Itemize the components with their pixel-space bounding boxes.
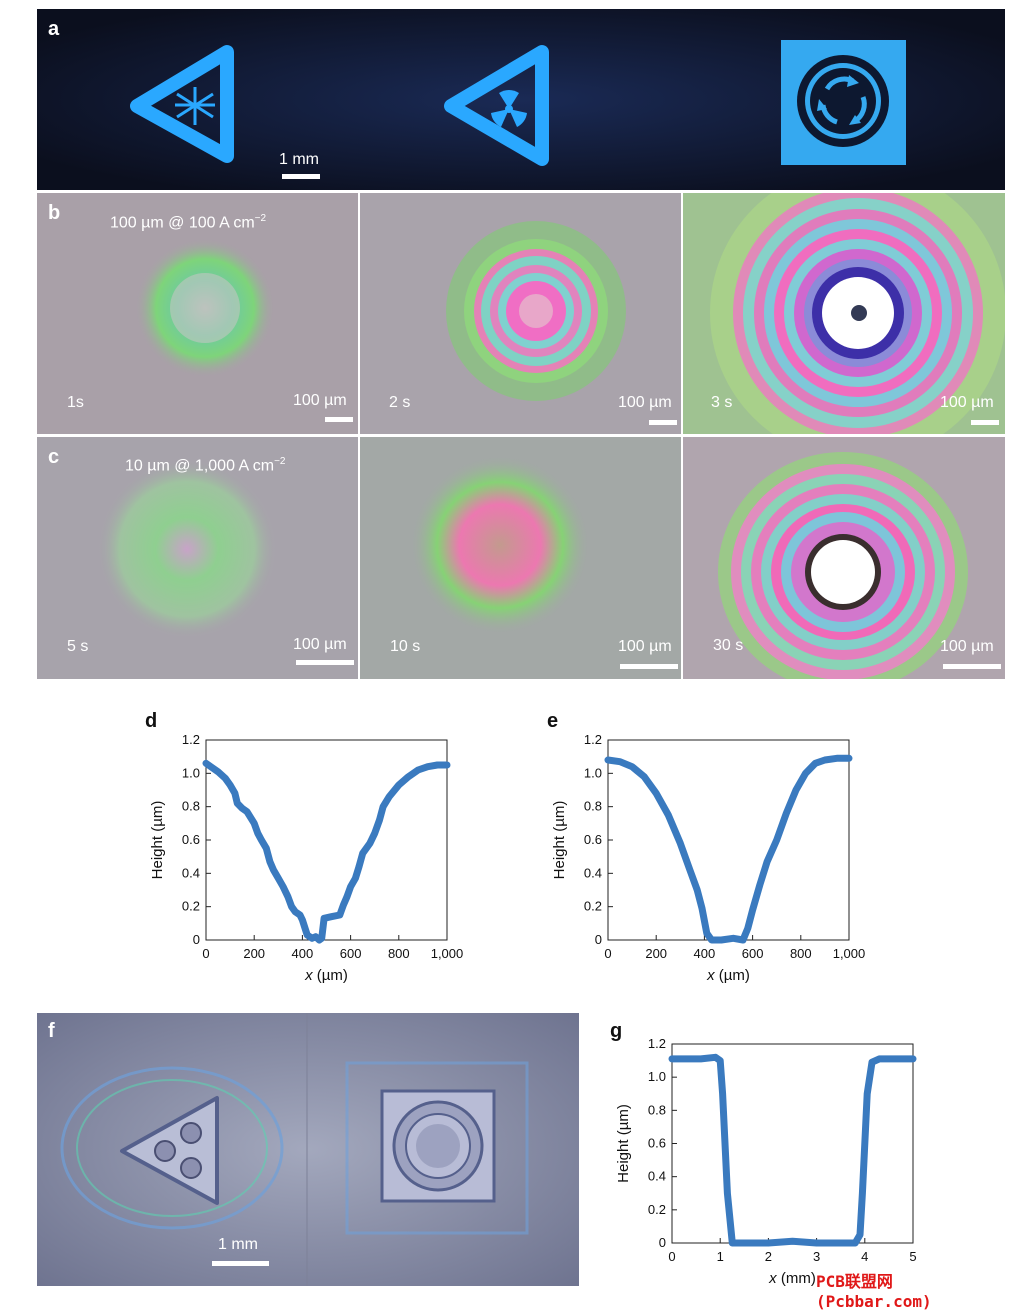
panel-g-letter: g [610,1020,623,1042]
x-tick-label: 1,000 [833,946,866,961]
panel-b-photo-1 [37,193,358,434]
x-tick-label: 1,000 [431,946,464,961]
panel-c-scale-bar-1 [296,660,354,665]
panel-b-photo-3 [683,193,1005,434]
x-tick-label: 0 [668,1249,675,1264]
panel-f-scale-label: 1 mm [218,1236,258,1253]
panel-c-photo-1 [37,437,358,679]
y-tick-label: 1.0 [648,1069,666,1084]
panel-c-scale-label-1: 100 µm [293,636,347,653]
panel-b-time-2: 2 s [389,394,411,411]
x-tick-label: 3 [813,1249,820,1264]
panel-c-condition: 10 µm @ 1,000 A cm−2 [125,456,286,475]
panel-b-letter: b [48,202,61,224]
watermark: PCB联盟网 (Pcbbar.com) [816,1272,932,1311]
y-tick-label: 0 [595,932,602,947]
y-axis-label: Height (µm) [615,1104,632,1183]
y-tick-label: 0.6 [182,832,200,847]
panel-b-scale-bar-1 [325,417,353,422]
x-axis-label: x (µm) [304,967,348,984]
y-tick-label: 0.2 [648,1202,666,1217]
x-axis-label: x (µm) [706,967,750,984]
panel-b-scale-label-1: 100 µm [293,392,347,409]
panel-c-photo-3 [683,437,1005,679]
y-tick-label: 0 [659,1235,666,1250]
x-axis-label: x (mm) [768,1270,816,1287]
panel-a-scale-label: 1 mm [279,151,319,168]
data-series-line [668,1053,917,1247]
data-series-line [604,754,853,944]
y-tick-label: 0.6 [584,832,602,847]
x-tick-label: 400 [694,946,716,961]
y-tick-label: 0.8 [182,799,200,814]
chart-d: 0 0.2 0.4 0.6 0.8 1.0 1.2 0 200 400 600 800 1,000 x (… [149,732,464,984]
y-axis-label: Height (µm) [551,801,568,880]
panel-b-scale-bar-3 [971,420,999,425]
panel-b-time-1: 1s [67,394,84,411]
panel-b-photo-2 [360,193,681,434]
triangle-feature-icon [60,1066,284,1230]
panel-a-scale-bar [282,174,320,179]
y-tick-label: 0.8 [648,1102,666,1117]
panel-a-signs [37,9,1005,190]
panel-f-scale-bar [212,1261,269,1266]
panel-d-letter: d [145,710,158,732]
y-tick-label: 0.2 [182,899,200,914]
chart-g: 0 0.2 0.4 0.6 0.8 1.0 1.2 0 1 2 3 4 5 x (mm) Height (µ… [615,1036,917,1287]
panel-c-time-3: 30 s [713,637,744,654]
x-tick-label: 800 [790,946,812,961]
x-tick-label: 600 [742,946,764,961]
x-tick-label: 0 [604,946,611,961]
y-tick-label: 0.4 [182,865,200,880]
panel-b-time-3: 3 s [711,394,733,411]
y-tick-label: 0.4 [584,865,602,880]
panel-c-scale-label-2: 100 µm [618,638,672,655]
chart-e: 0 0.2 0.4 0.6 0.8 1.0 1.2 0 200 400 600 800 1,000 x (… [551,732,866,984]
panel-b-scale-label-2: 100 µm [618,394,672,411]
panel-f-photo [37,1013,579,1286]
panel-c-scale-label-3: 100 µm [940,638,994,655]
recycle-sign-icon [781,40,906,165]
plot-frame [671,1043,914,1244]
panel-e-letter: e [547,710,559,732]
snowflake-warning-sign-icon [130,45,234,163]
panel-c-time-2: 10 s [390,638,421,655]
panel-c-scale-bar-3 [943,664,1001,669]
panel-c-time-1: 5 s [67,638,89,655]
x-tick-label: 0 [202,946,209,961]
x-tick-label: 600 [340,946,362,961]
y-tick-label: 0.2 [584,899,602,914]
x-tick-label: 800 [388,946,410,961]
y-tick-label: 0.6 [648,1136,666,1151]
panel-b-scale-bar-2 [649,420,677,425]
x-tick-label: 400 [292,946,314,961]
y-tick-label: 1.0 [182,765,200,780]
square-feature-icon [345,1061,529,1235]
panel-a-letter: a [48,18,60,40]
y-tick-label: 0.8 [584,799,602,814]
panel-b-scale-label-3: 100 µm [940,394,994,411]
y-tick-label: 0 [193,932,200,947]
y-tick-label: 1.2 [584,732,602,747]
panel-f-letter: f [48,1020,55,1042]
x-tick-label: 4 [861,1249,868,1264]
panel-c-scale-bar-2 [620,664,678,669]
y-tick-label: 1.2 [182,732,200,747]
panel-b-condition: 100 µm @ 100 A cm−2 [110,213,267,232]
x-tick-label: 2 [765,1249,772,1264]
x-tick-label: 200 [243,946,265,961]
y-axis-label: Height (µm) [149,801,166,880]
y-tick-label: 1.2 [648,1036,666,1051]
plot-frame [205,739,448,941]
panel-c-photo-2 [360,437,681,679]
panel-c-letter: c [48,446,60,468]
radiation-warning-sign-icon [444,45,549,166]
data-series-line [202,759,451,944]
x-tick-label: 200 [645,946,667,961]
x-tick-label: 5 [909,1249,916,1264]
x-tick-label: 1 [717,1249,724,1264]
y-tick-label: 1.0 [584,765,602,780]
panel-a-photo [37,9,1005,190]
y-tick-label: 0.4 [648,1169,666,1184]
